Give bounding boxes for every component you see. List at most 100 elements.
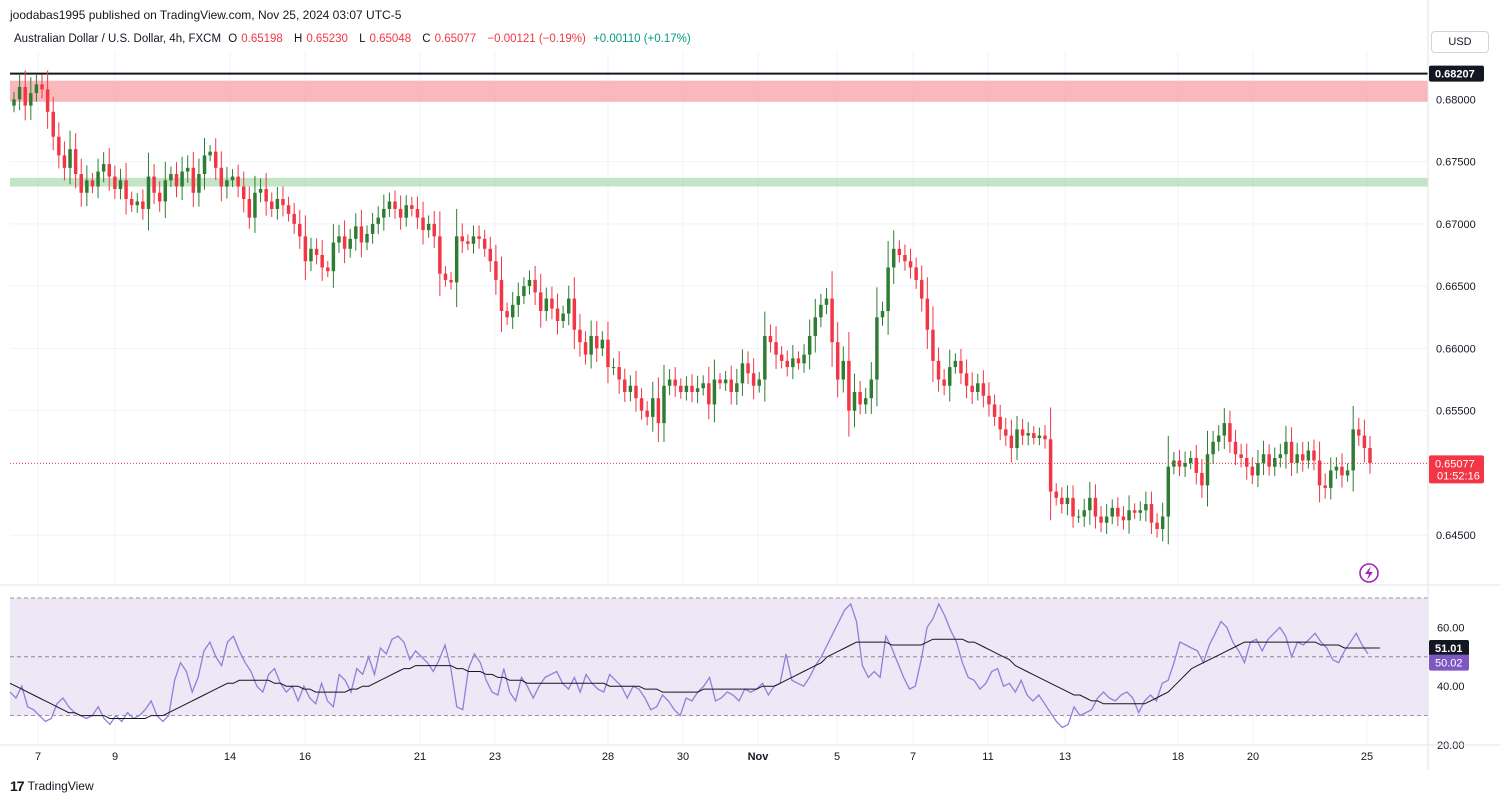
candle-body [566,298,571,314]
time-tick-label: 21 [414,751,426,763]
candle-body [1172,460,1176,467]
candle-body [1043,435,1047,440]
candle-body [634,385,638,399]
candle-body [298,223,302,237]
candle-body [432,223,436,237]
candle-body [1351,429,1355,471]
candle-body [1009,435,1014,449]
candle-body [320,255,324,268]
candle-body [538,292,543,312]
candle-body [499,279,504,312]
candle-body [292,213,296,224]
candle-body [1211,441,1215,455]
candle-body [410,205,414,209]
top-line-price-tag [1429,65,1484,82]
countdown-label: 01:52:16 [1437,470,1480,482]
candle-body [247,198,252,218]
candle-body [701,383,705,389]
footer-brand-name: TradingView [27,779,94,793]
candle-body [645,410,649,417]
change-value: −0.00121 (−0.19%) [487,33,586,45]
candle-body [1244,457,1249,467]
candle-body [1233,441,1238,455]
open-label: O [228,33,238,45]
candle-body [365,233,369,243]
candle-body [981,383,986,396]
candle-body [34,84,39,94]
candle-body [791,358,795,368]
candle-body [863,398,868,405]
candle-body [1340,466,1344,476]
candle-body [471,236,476,244]
candle-body [684,385,689,392]
candle-body [903,255,907,262]
rsi-ma-line [9,638,1380,719]
candle-body [1177,460,1182,467]
candle-body [589,335,593,355]
candle-body [1345,470,1350,476]
time-tick-label: 5 [834,751,840,763]
candle-body [1222,423,1227,436]
candle-body [1104,516,1109,523]
candle-body [141,201,145,209]
candle-body [723,379,728,384]
candle-body [96,171,100,187]
candle-body [1267,454,1271,467]
candle-body [404,205,408,218]
time-tick-label: 13 [1059,751,1071,763]
candle-body [264,189,268,202]
price-tick-label: 0.65500 [1436,406,1476,418]
candle-body [914,267,918,280]
candle-body [1127,510,1131,521]
candle-body [1099,516,1103,523]
candle-body [768,335,773,343]
candle-body [454,236,459,283]
candle-body [482,238,487,249]
candle-body [695,388,700,392]
change-value-secondary: +0.00110 (+0.17%) [593,33,691,45]
candle-body [712,379,717,405]
candle-body [1261,454,1266,463]
candle-body [202,155,207,175]
candle-body [1250,466,1255,476]
candle-body [1155,522,1159,529]
candle-body [40,84,44,90]
candle-body [1015,429,1019,449]
low-value: 0.65048 [369,33,412,45]
candle-body [925,298,930,330]
candle-body [236,176,240,187]
candle-body [651,398,655,417]
high-value: 0.65230 [306,33,348,45]
candle-body [1278,454,1283,458]
time-tick-label: 18 [1172,751,1184,763]
symbol-name[interactable]: Australian Dollar / U.S. Dollar, 4h, FXC… [14,33,222,45]
candle-body [852,391,857,411]
candle-body [376,217,380,224]
candle-body [835,342,840,380]
close-label: C [422,33,431,45]
candle-body [309,248,313,262]
symbol-legend: Australian Dollar / U.S. Dollar, 4h, FXC… [14,33,695,45]
candle-body [387,201,392,209]
candle-body [1323,485,1327,488]
candle-body [707,383,711,405]
candle-body [964,373,969,386]
candle-body [197,174,201,193]
price-tick-label: 0.67000 [1436,219,1476,231]
candle-body [667,379,672,386]
candle-body [953,360,958,368]
candle-body [398,208,403,218]
candle-body [1289,441,1294,463]
candle-body [1076,516,1081,518]
price-tick-label: 0.66000 [1436,343,1476,355]
price-tick-label: 0.68000 [1436,94,1476,106]
candle-body [880,311,885,318]
rsi-tick-label: 20.00 [1437,740,1465,752]
candle-body [595,335,599,349]
currency-button[interactable]: USD [1431,31,1489,53]
candle-body [163,180,168,202]
candle-body [1088,497,1092,511]
candle-body [1188,457,1193,463]
lightning-icon-bolt [1365,566,1373,580]
